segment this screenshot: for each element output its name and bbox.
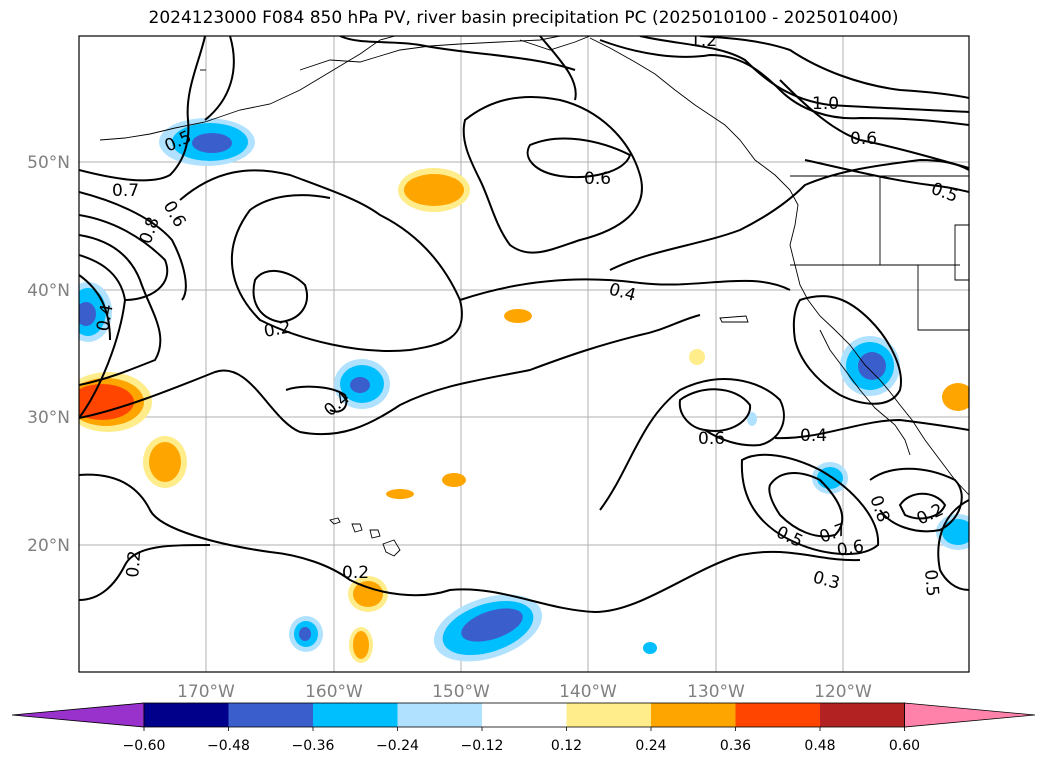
lat-label: 20°N <box>27 536 70 556</box>
colorbar-tick-label: −0.48 <box>207 738 250 754</box>
contour-label: 0.6 <box>850 129 877 149</box>
map-title: 2024123000 F084 850 hPa PV, river basin … <box>148 8 899 28</box>
positive-anomaly-patch <box>689 349 705 365</box>
positive-anomaly-patch <box>442 473 466 487</box>
colorbar-tick-label: 0.36 <box>720 738 751 754</box>
colorbar-tick-label: −0.12 <box>461 738 504 754</box>
contour-label: 0.2 <box>123 550 145 579</box>
colorbar-tick-label: 0.48 <box>804 738 835 754</box>
positive-anomaly-patch <box>942 383 969 411</box>
positive-anomaly-patch <box>386 489 414 499</box>
lat-label: 40°N <box>27 281 70 301</box>
coastlines <box>99 36 969 557</box>
colorbar-segment <box>228 703 313 727</box>
lon-label: 120°W <box>814 682 872 702</box>
negative-anomaly-patch <box>747 412 757 426</box>
colorbar-tick-label: 0.24 <box>635 738 666 754</box>
colorbar-tick-label: −0.24 <box>376 738 419 754</box>
gridlines <box>79 36 969 672</box>
negative-anomaly-patch <box>334 359 390 409</box>
colorbar-extend-right <box>904 702 1036 728</box>
contour-label: 0.6 <box>698 429 725 449</box>
contour-label: 0.4 <box>800 426 827 446</box>
colorbar-tick-label: −0.60 <box>123 738 166 754</box>
colorbar-segment <box>144 703 229 727</box>
negative-anomaly-patch <box>840 336 900 396</box>
colorbar-tick-label: 0.12 <box>551 738 582 754</box>
contour-label: 1.0 <box>812 94 839 114</box>
colorbar-segment <box>566 703 651 727</box>
lon-label: 130°W <box>687 682 745 702</box>
colorbar-segment <box>651 703 736 727</box>
positive-anomaly-patch <box>143 436 187 488</box>
negative-anomaly-patch <box>289 616 323 652</box>
contour-label: 0.7 <box>112 181 139 201</box>
colorbar-ticks <box>143 727 905 731</box>
contour-label: 0.6 <box>835 537 865 561</box>
contour-label: 0.6 <box>584 169 611 189</box>
plot-frame <box>78 35 970 673</box>
colorbar: −0.60 −0.48 −0.36 −0.24 −0.12 0.12 0.24 … <box>11 702 1036 754</box>
contour-label: 0.2 <box>342 563 369 583</box>
colorbar-segment <box>820 703 905 727</box>
latitude-labels: 50°N 40°N 30°N 20°N <box>27 153 70 556</box>
pv-contours <box>79 36 969 614</box>
colorbar-tick-label: −0.36 <box>292 738 335 754</box>
colorbar-segment <box>313 703 398 727</box>
positive-anomaly-patch <box>349 627 373 663</box>
colorbar-extend-left <box>11 702 145 728</box>
colorbar-segment <box>482 703 567 727</box>
lat-label: 50°N <box>27 153 70 173</box>
lon-label: 170°W <box>177 682 235 702</box>
lon-label: 150°W <box>432 682 490 702</box>
contour-label: 1.2 <box>690 31 717 51</box>
positive-anomaly-patch <box>398 168 470 212</box>
lat-label: 30°N <box>27 408 70 428</box>
colorbar-tick-label: 0.60 <box>889 738 920 754</box>
lon-label: 160°W <box>305 682 363 702</box>
lon-label: 140°W <box>559 682 617 702</box>
colorbar-segment <box>397 703 482 727</box>
longitude-labels: 170°W 160°W 150°W 140°W 130°W 120°W <box>177 682 872 702</box>
negative-anomaly-patch <box>643 642 657 654</box>
colorbar-segment <box>735 703 820 727</box>
contour-label: 0.2 <box>262 318 292 342</box>
negative-anomaly-patch <box>79 282 112 342</box>
colorbar-frame <box>143 702 905 728</box>
negative-anomaly-patch <box>433 594 543 662</box>
positive-anomaly-patch <box>348 576 388 612</box>
positive-anomaly-patch <box>504 309 532 323</box>
contour-label: 0.4 <box>93 303 117 333</box>
contour-label: 0.5 <box>920 569 942 598</box>
